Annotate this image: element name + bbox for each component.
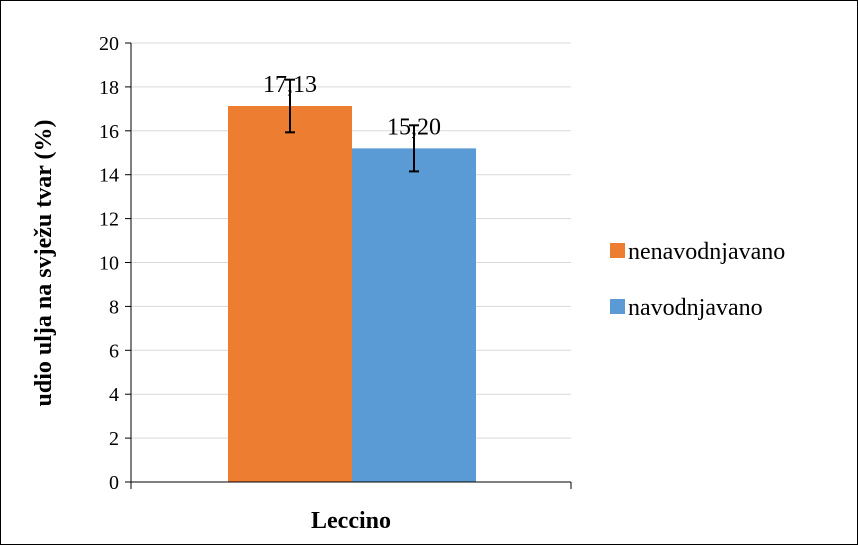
legend-label: nenavodnjavano: [628, 239, 785, 265]
y-tick-label: 10: [99, 253, 119, 275]
y-tick-label: 12: [99, 209, 119, 231]
data-label: 17,13: [263, 72, 317, 98]
y-tick-label: 4: [109, 384, 119, 406]
y-tick-label: 8: [109, 296, 119, 318]
y-tick-labels: 0 2 4 6 8 10 12 14 16 18 20: [99, 33, 119, 494]
legend: nenavodnjavano navodnjavano: [610, 239, 785, 321]
y-tick-label: 18: [99, 77, 119, 99]
bar-navodnjavano: [352, 148, 476, 483]
bars: [228, 78, 476, 483]
legend-swatch: [610, 299, 625, 314]
data-labels: 17,13 15,20: [263, 72, 441, 140]
axes: [130, 43, 572, 489]
legend-label: navodnjavano: [628, 295, 763, 321]
data-label: 15,20: [387, 114, 441, 140]
y-tick-label: 2: [109, 428, 119, 450]
y-tick-label: 6: [109, 340, 119, 362]
x-axis-title: Leccino: [311, 508, 391, 534]
bar-nenavodnjavano: [228, 105, 352, 483]
legend-swatch: [610, 243, 625, 258]
y-tick-label: 0: [109, 472, 119, 494]
y-tick-label: 20: [99, 33, 119, 55]
y-tick-label: 14: [99, 165, 119, 187]
y-tick-label: 16: [99, 121, 119, 143]
y-axis-title: udio ulja na svježu tvar (%): [31, 120, 57, 407]
